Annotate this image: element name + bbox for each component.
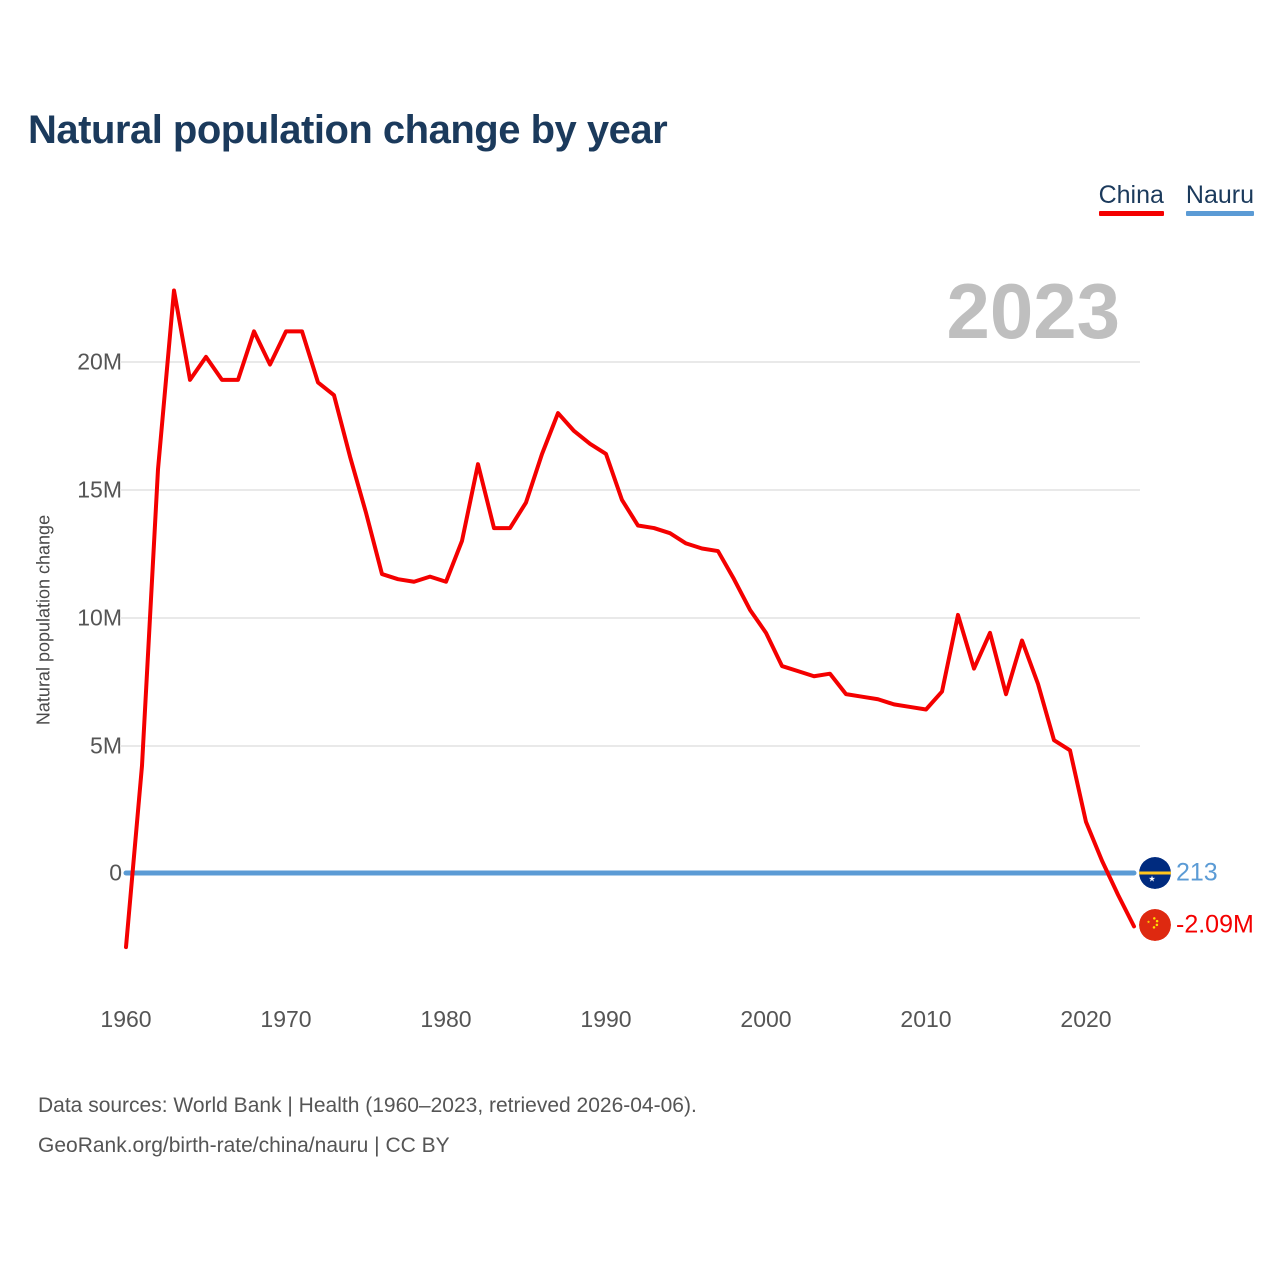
- china-flag-icon: [1139, 909, 1171, 941]
- footer-line-1: Data sources: World Bank | Health (1960–…: [38, 1094, 697, 1117]
- y-tick-5m: 5M: [90, 732, 122, 759]
- x-tick-1990: 1990: [580, 1006, 632, 1032]
- legend-item-nauru[interactable]: Nauru: [1185, 181, 1254, 217]
- x-tick-1970: 1970: [260, 1006, 312, 1032]
- endpoint-label-nauru: 213: [1176, 858, 1218, 887]
- page-title: Natural population change by year: [28, 108, 668, 152]
- footer-line-2: GeoRank.org/birth-rate/china/nauru | CC …: [38, 1133, 450, 1157]
- legend-label-china: China: [1098, 181, 1164, 209]
- y-tick-0: 0: [109, 859, 122, 886]
- y-axis-title: Natural population change: [33, 514, 54, 726]
- y-tick-10m: 10M: [77, 604, 122, 631]
- series-line-china: [124, 288, 1136, 950]
- x-tick-1960: 1960: [100, 1006, 152, 1032]
- x-tick-2000: 2000: [740, 1006, 792, 1032]
- endpoint-label-china: -2.09M: [1176, 910, 1254, 939]
- footer-note: Data sources: World Bank | Health (1960–…: [38, 1086, 697, 1166]
- gridlines: [120, 361, 1140, 747]
- nauru-flag-icon: [1139, 857, 1171, 889]
- chart-legend: China Nauru: [1098, 181, 1254, 217]
- x-tick-2010: 2010: [900, 1006, 952, 1032]
- legend-item-china[interactable]: China: [1098, 181, 1164, 217]
- legend-swatch-nauru: [1185, 211, 1254, 217]
- y-tick-15m: 15M: [77, 476, 122, 503]
- y-tick-20m: 20M: [77, 348, 122, 375]
- legend-swatch-china: [1098, 211, 1164, 217]
- x-tick-2020: 2020: [1060, 1006, 1112, 1032]
- x-tick-1980: 1980: [420, 1006, 472, 1032]
- watermark-year: 2023: [946, 267, 1120, 355]
- legend-label-nauru: Nauru: [1185, 181, 1254, 209]
